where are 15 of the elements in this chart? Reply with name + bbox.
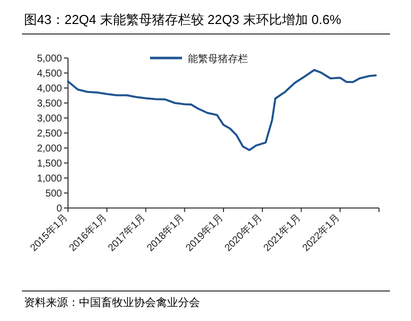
y-tick-label: 4,500 — [36, 68, 62, 80]
y-tick-label: 3,500 — [36, 98, 62, 110]
y-tick-label: 2,000 — [36, 144, 62, 154]
line-series — [67, 69, 377, 152]
y-tick-label: 2,500 — [36, 128, 62, 140]
y-tick-label: 4,000 — [36, 84, 62, 94]
y-tick-label: 500 — [45, 188, 62, 200]
text: 资料来源：中国畜牧业协会禽业分会 — [24, 296, 200, 309]
y-tick-label: 1,000 — [36, 174, 62, 184]
y-tick-label: 0 — [56, 204, 62, 214]
chart-title: 图43：22Q4 末能繁母猪存栏较 22Q3 末环比增加 0.6% — [24, 12, 342, 27]
y-tick-label: 1,500 — [36, 158, 62, 170]
y-tick-label: 5,000 — [36, 54, 62, 64]
legend-label: 能繁母猪存栏 — [188, 53, 248, 65]
y-tick-label: 3,000 — [36, 114, 62, 124]
